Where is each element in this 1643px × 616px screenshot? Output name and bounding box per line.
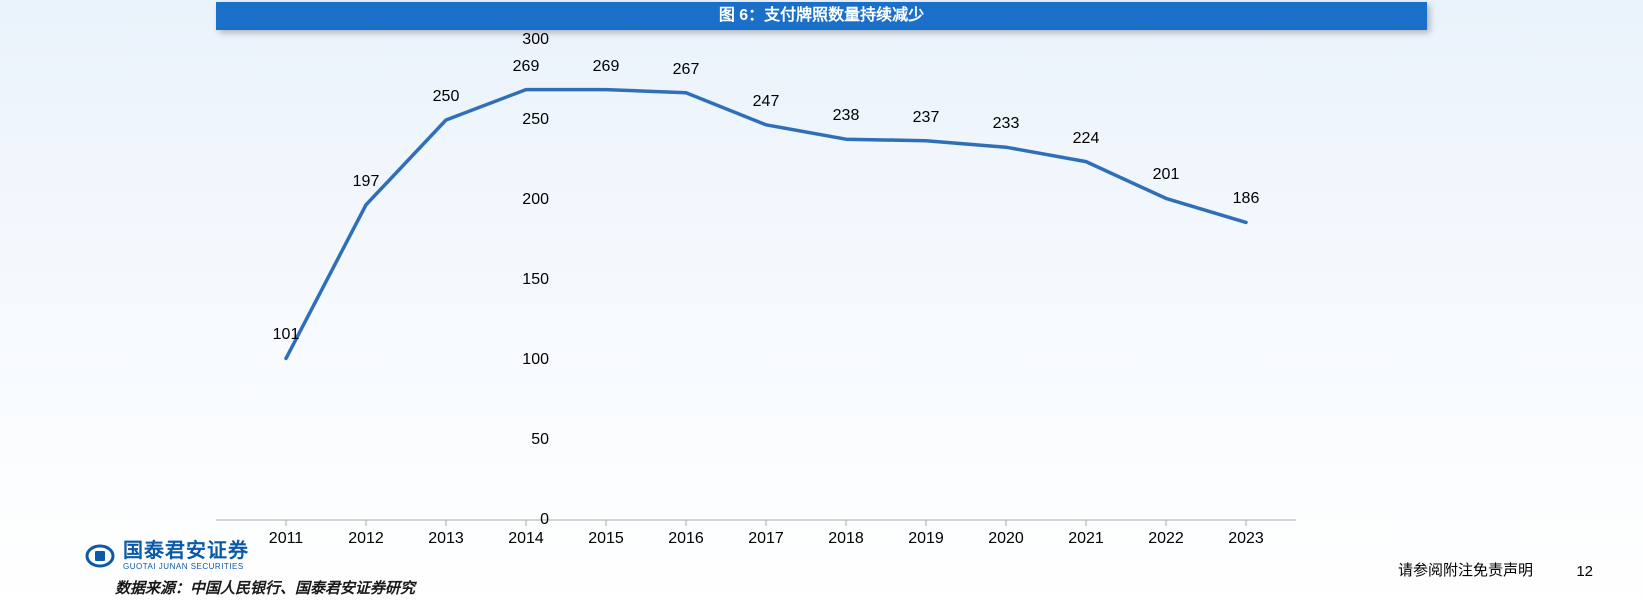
line-chart-svg [216, 40, 1296, 520]
y-tick-label: 150 [489, 271, 549, 289]
data-point-label: 224 [1073, 130, 1100, 148]
x-tick-label: 2015 [588, 530, 624, 548]
data-point-label: 197 [353, 173, 380, 191]
data-point-label: 186 [1233, 190, 1260, 208]
logo-text-wrap: 国泰君安证券 GUOTAI JUNAN SECURITIES [123, 541, 249, 571]
data-point-label: 269 [513, 58, 540, 76]
x-tick-label: 2019 [908, 530, 944, 548]
chart-title: 图 6：支付牌照数量持续减少 [719, 7, 924, 24]
y-tick-label: 200 [489, 191, 549, 209]
data-point-label: 237 [913, 109, 940, 127]
data-point-label: 247 [753, 93, 780, 111]
disclaimer-text: 请参阅附注免责声明 [1398, 559, 1533, 580]
x-tick-label: 2018 [828, 530, 864, 548]
logo-icon [85, 544, 115, 568]
logo-text-cn: 国泰君安证券 [123, 541, 249, 561]
data-point-label: 267 [673, 61, 700, 79]
x-tick-label: 2017 [748, 530, 784, 548]
page-number: 12 [1576, 563, 1593, 580]
x-tick-label: 2011 [269, 530, 303, 548]
y-tick-label: 300 [489, 31, 549, 49]
x-tick-label: 2021 [1068, 530, 1104, 548]
footer: 国泰君安证券 GUOTAI JUNAN SECURITIES 数据来源：中国人民… [85, 541, 415, 598]
data-point-label: 233 [993, 115, 1020, 133]
data-source: 数据来源：中国人民银行、国泰君安证券研究 [115, 577, 415, 598]
y-tick-label: 0 [489, 511, 549, 529]
x-tick-label: 2016 [668, 530, 704, 548]
chart-title-bar: 图 6：支付牌照数量持续减少 [216, 2, 1427, 30]
logo-text-en: GUOTAI JUNAN SECURITIES [123, 563, 249, 571]
x-tick-label: 2020 [988, 530, 1024, 548]
x-tick-label: 2014 [508, 530, 544, 548]
y-tick-label: 250 [489, 111, 549, 129]
x-tick-label: 2023 [1228, 530, 1264, 548]
y-tick-label: 50 [489, 431, 549, 449]
data-point-label: 238 [833, 107, 860, 125]
x-tick-label: 2022 [1148, 530, 1184, 548]
x-tick-label: 2012 [348, 530, 384, 548]
data-point-label: 250 [433, 88, 460, 106]
data-point-label: 269 [593, 58, 620, 76]
y-tick-label: 100 [489, 351, 549, 369]
data-point-label: 201 [1153, 166, 1180, 184]
data-point-label: 101 [273, 326, 300, 344]
x-tick-label: 2013 [428, 530, 464, 548]
